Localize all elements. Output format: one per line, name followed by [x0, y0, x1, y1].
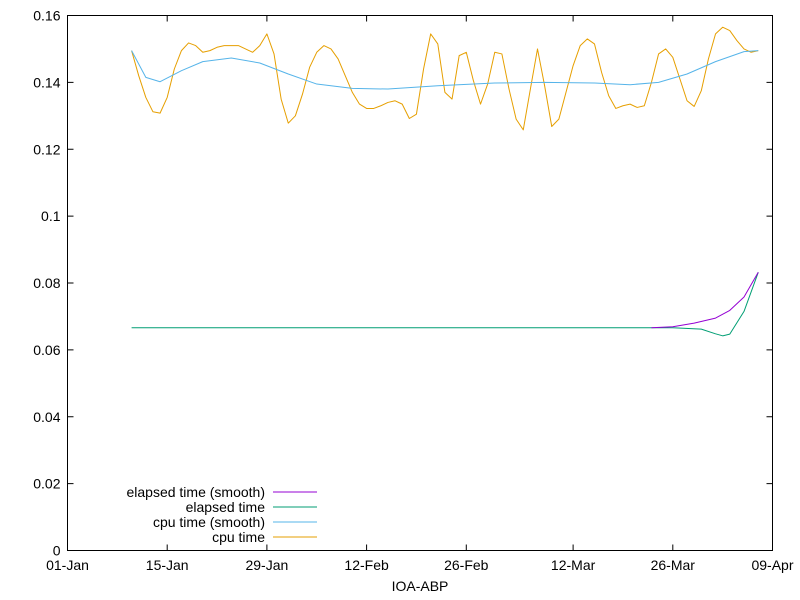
- x-tick-label: 12-Feb: [344, 557, 389, 573]
- y-tick-label: 0.06: [33, 342, 60, 358]
- y-tick-label: 0.16: [33, 8, 60, 24]
- y-tick-label: 0: [53, 543, 61, 559]
- x-axis-title: IOA-ABP: [392, 578, 449, 594]
- legend-label: elapsed time (smooth): [126, 484, 265, 500]
- plot-frame: [67, 15, 773, 551]
- y-tick-label: 0.14: [33, 74, 60, 90]
- x-tick-label: 09-Apr: [751, 557, 793, 573]
- y-tick-label: 0.12: [33, 141, 60, 157]
- x-tick-label: 26-Feb: [444, 557, 489, 573]
- y-tick-label: 0.1: [41, 208, 61, 224]
- series-line-elapsed-time: [131, 272, 759, 337]
- y-tick-label: 0.02: [33, 476, 60, 492]
- x-axis-ticks: 01-Jan 15-Jan 29-Jan 12-Feb 26-Feb 12-Mar 26-M…: [46, 15, 794, 573]
- x-tick-label: 15-Jan: [146, 557, 189, 573]
- x-tick-label: 29-Jan: [245, 557, 288, 573]
- x-tick-label: 26-Mar: [651, 557, 696, 573]
- y-tick-label: 0.08: [33, 275, 60, 291]
- series-line-cpu-time-smooth: [131, 50, 759, 90]
- series-line-cpu-time: [131, 26, 759, 131]
- legend-label: elapsed time: [186, 499, 266, 515]
- x-tick-label: 12-Mar: [551, 557, 596, 573]
- series-line-elapsed-time-smooth: [651, 272, 759, 329]
- series-layer: [131, 26, 759, 337]
- legend-label: cpu time: [212, 529, 265, 545]
- y-tick-label: 0.04: [33, 409, 60, 425]
- x-tick-label: 01-Jan: [46, 557, 89, 573]
- y-axis-ticks: 0 0.02 0.04 0.06 0.08 0.1 0.12 0.14 0.16: [33, 8, 773, 559]
- legend-label: cpu time (smooth): [153, 514, 265, 530]
